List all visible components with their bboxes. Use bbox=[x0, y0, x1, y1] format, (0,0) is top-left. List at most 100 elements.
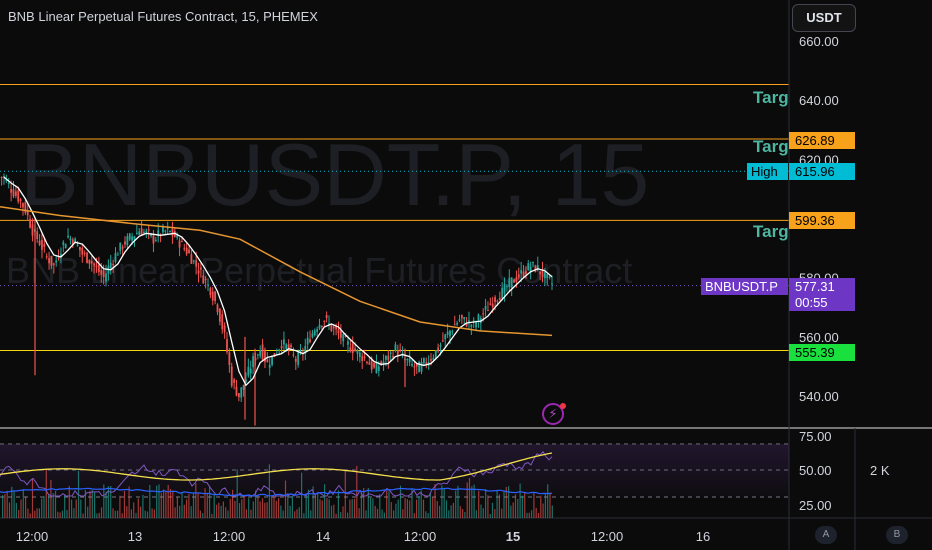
volume-bar bbox=[514, 494, 517, 518]
volume-bar bbox=[163, 489, 165, 518]
candle-body bbox=[458, 319, 461, 321]
volume-bar bbox=[2, 495, 4, 518]
candle-body bbox=[399, 349, 402, 352]
volume-bar bbox=[432, 497, 434, 518]
volume-bar bbox=[105, 491, 107, 518]
candle-body bbox=[26, 210, 29, 216]
candle-body bbox=[408, 358, 411, 363]
candle-body bbox=[332, 326, 335, 329]
volume-label: 2 K bbox=[870, 463, 890, 478]
volume-bar bbox=[512, 502, 514, 518]
volume-bar bbox=[370, 498, 372, 518]
candle-body bbox=[200, 267, 202, 270]
volume-bar bbox=[158, 484, 160, 518]
log-scale-button[interactable]: B bbox=[886, 526, 908, 544]
volume-bar bbox=[535, 507, 537, 518]
candle-body bbox=[543, 272, 546, 279]
candle-body bbox=[112, 264, 115, 266]
symbol-label: BNBUSDT.P bbox=[701, 278, 788, 295]
candle-body bbox=[415, 363, 418, 367]
countdown-tag: 00:55 bbox=[789, 294, 855, 311]
volume-bar bbox=[429, 492, 431, 518]
candle-body bbox=[50, 255, 53, 266]
volume-bar bbox=[186, 499, 188, 518]
volume-bar bbox=[473, 484, 475, 518]
candle-body bbox=[204, 278, 207, 281]
lightning-bolt-icon[interactable]: ⚡ bbox=[542, 403, 564, 425]
volume-bar bbox=[517, 498, 519, 518]
candle-body bbox=[525, 271, 527, 274]
volume-bar bbox=[64, 494, 66, 518]
volume-bar bbox=[326, 497, 328, 518]
candle-body bbox=[10, 188, 13, 193]
volume-bar bbox=[34, 510, 36, 518]
candle-body bbox=[67, 235, 69, 238]
volume-bar bbox=[519, 483, 521, 518]
volume-bar bbox=[165, 490, 167, 518]
volume-bar bbox=[197, 493, 199, 518]
candle-body bbox=[12, 189, 15, 197]
candle-body bbox=[45, 256, 48, 258]
candle-body bbox=[116, 254, 119, 256]
volume-bar bbox=[303, 513, 305, 518]
volume-bar bbox=[528, 512, 530, 518]
candle-body bbox=[121, 246, 124, 249]
volume-bar bbox=[478, 491, 480, 518]
candle-body bbox=[546, 273, 549, 279]
candle-body bbox=[97, 264, 100, 273]
candle-body bbox=[81, 247, 84, 255]
volume-bar bbox=[466, 482, 468, 518]
candle-body bbox=[451, 331, 454, 333]
volume-bar bbox=[107, 486, 109, 518]
volume-bar bbox=[261, 498, 264, 518]
candle-body bbox=[271, 355, 273, 365]
candle-body bbox=[482, 313, 485, 315]
candle-body bbox=[202, 275, 205, 284]
volume-bar bbox=[27, 508, 29, 518]
volume-bar bbox=[282, 510, 284, 518]
candle-body bbox=[93, 263, 96, 266]
volume-bar bbox=[445, 500, 448, 518]
candle-body bbox=[287, 344, 290, 349]
volume-bar bbox=[278, 498, 280, 518]
candle-body bbox=[128, 233, 131, 240]
volume-bar bbox=[480, 504, 482, 518]
candle-body bbox=[188, 249, 190, 253]
candle-body bbox=[449, 330, 451, 337]
volume-bar bbox=[128, 486, 130, 518]
volume-bar bbox=[436, 501, 438, 518]
volume-bar bbox=[29, 513, 31, 518]
watermark-symbol: BNBUSDT.P, 15 bbox=[20, 125, 649, 224]
price-axis-label: 640.00 bbox=[799, 93, 839, 108]
volume-bar bbox=[271, 496, 273, 518]
target-label-1: Targ bbox=[753, 88, 789, 107]
volume-bar bbox=[229, 498, 231, 518]
candle-body bbox=[5, 179, 8, 181]
volume-bar bbox=[422, 499, 425, 518]
auto-scale-button[interactable]: A bbox=[815, 526, 837, 544]
volume-bar bbox=[305, 496, 307, 518]
currency-button[interactable]: USDT bbox=[792, 4, 856, 32]
candle-body bbox=[195, 260, 198, 267]
candle-body bbox=[278, 349, 281, 351]
volume-bar bbox=[112, 508, 114, 518]
volume-bar bbox=[386, 490, 388, 518]
volume-bar bbox=[94, 491, 96, 518]
candle-body bbox=[465, 323, 468, 327]
candle-body bbox=[181, 241, 183, 243]
candle-body bbox=[197, 270, 200, 274]
candle-body bbox=[380, 361, 383, 365]
volume-bar bbox=[314, 494, 316, 518]
volume-bar bbox=[204, 488, 206, 518]
volume-bar bbox=[257, 494, 259, 518]
candle-body bbox=[413, 366, 416, 368]
volume-bar bbox=[75, 499, 77, 518]
candle-body bbox=[76, 244, 79, 246]
candle-body bbox=[162, 226, 164, 233]
volume-bar bbox=[547, 484, 549, 518]
time-axis-label: 15 bbox=[506, 529, 520, 544]
candle-body bbox=[444, 334, 447, 340]
volume-bar bbox=[252, 501, 254, 518]
candle-body bbox=[453, 324, 456, 326]
